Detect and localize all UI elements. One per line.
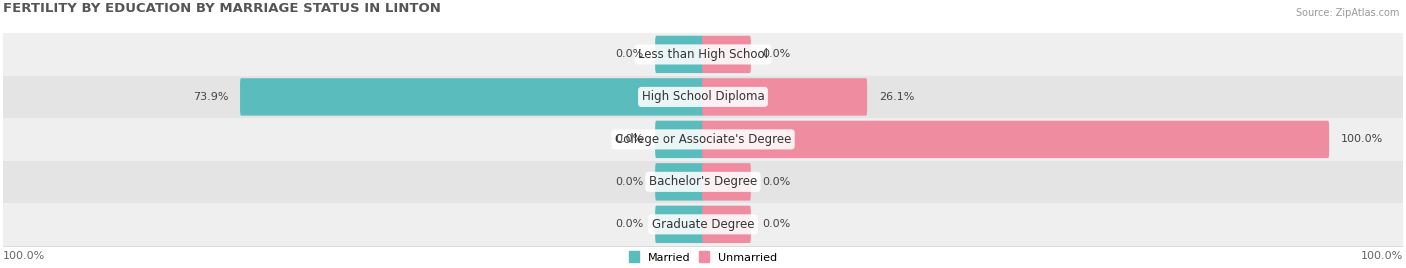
Text: Less than High School: Less than High School	[638, 48, 768, 61]
FancyBboxPatch shape	[655, 36, 704, 73]
FancyBboxPatch shape	[702, 121, 1329, 158]
Bar	[3, 118, 1403, 161]
FancyBboxPatch shape	[240, 78, 704, 116]
Text: Graduate Degree: Graduate Degree	[652, 218, 754, 231]
FancyBboxPatch shape	[702, 206, 751, 243]
FancyBboxPatch shape	[702, 36, 751, 73]
Text: College or Associate's Degree: College or Associate's Degree	[614, 133, 792, 146]
Text: 0.0%: 0.0%	[762, 219, 790, 229]
Legend: Married, Unmarried: Married, Unmarried	[624, 247, 782, 267]
Text: Source: ZipAtlas.com: Source: ZipAtlas.com	[1295, 8, 1399, 18]
Text: 0.0%: 0.0%	[616, 49, 644, 59]
Bar	[3, 203, 1403, 245]
Text: High School Diploma: High School Diploma	[641, 90, 765, 103]
Bar	[3, 161, 1403, 203]
FancyBboxPatch shape	[702, 163, 751, 200]
Text: 0.0%: 0.0%	[616, 219, 644, 229]
Text: 0.0%: 0.0%	[616, 177, 644, 187]
Text: 100.0%: 100.0%	[1361, 251, 1403, 261]
Text: 26.1%: 26.1%	[879, 92, 914, 102]
FancyBboxPatch shape	[655, 163, 704, 200]
Text: 0.0%: 0.0%	[762, 177, 790, 187]
Text: FERTILITY BY EDUCATION BY MARRIAGE STATUS IN LINTON: FERTILITY BY EDUCATION BY MARRIAGE STATU…	[3, 2, 440, 15]
Text: Bachelor's Degree: Bachelor's Degree	[650, 175, 756, 188]
Text: 0.0%: 0.0%	[762, 49, 790, 59]
Text: 0.0%: 0.0%	[616, 134, 644, 144]
FancyBboxPatch shape	[655, 206, 704, 243]
Text: 73.9%: 73.9%	[193, 92, 228, 102]
Bar	[3, 33, 1403, 76]
Text: 100.0%: 100.0%	[3, 251, 45, 261]
Text: 100.0%: 100.0%	[1341, 134, 1384, 144]
FancyBboxPatch shape	[702, 78, 868, 116]
FancyBboxPatch shape	[655, 121, 704, 158]
Bar	[3, 76, 1403, 118]
